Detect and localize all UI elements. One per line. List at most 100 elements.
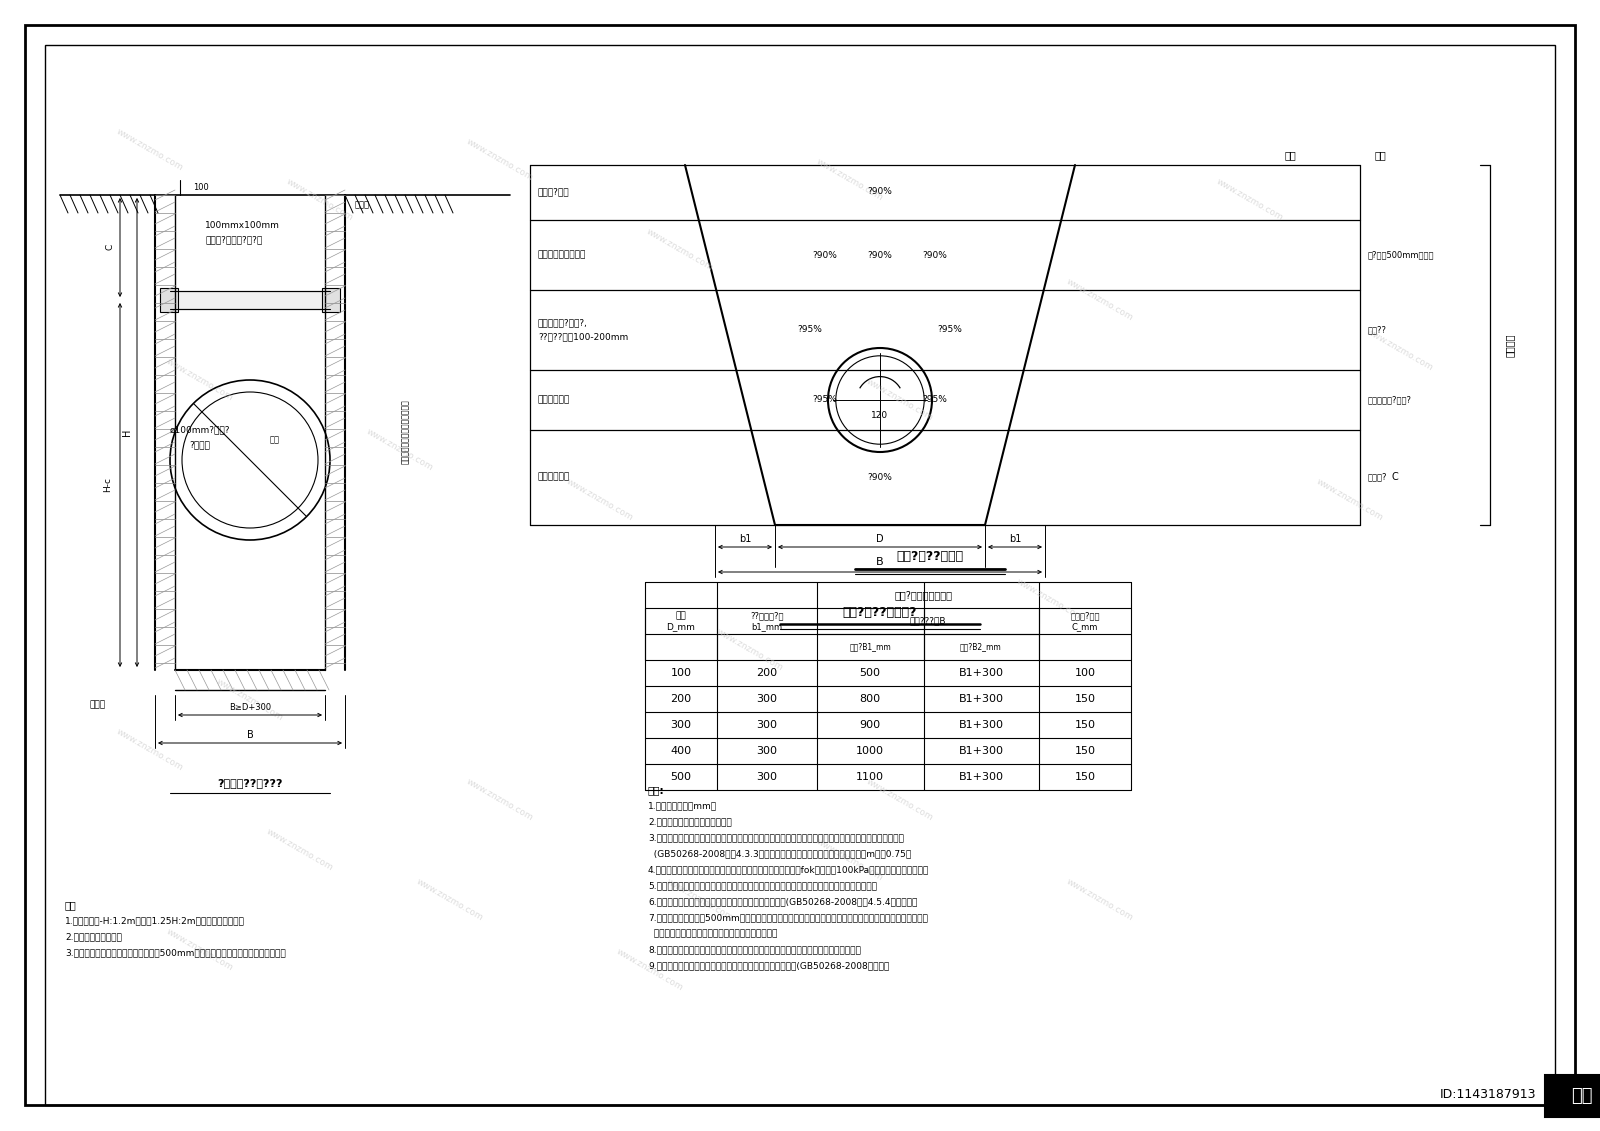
Bar [160, 288, 178, 312]
Text: www.znzmo.com: www.znzmo.com [115, 127, 186, 173]
Text: 100: 100 [670, 668, 691, 677]
Text: D: D [877, 534, 883, 544]
Text: 1.截槽按照土-H:1.2m不划拟1.25H:2m对应地槽边坡开挖。: 1.截槽按照土-H:1.2m不划拟1.25H:2m对应地槽边坡开挖。 [66, 916, 245, 925]
Text: www.znzmo.com: www.znzmo.com [266, 827, 334, 873]
Text: 地面: 地面 [1285, 150, 1296, 159]
Text: b1: b1 [1010, 534, 1021, 544]
Text: ?土板支??槽???: ?土板支??槽??? [218, 778, 283, 788]
Text: 100: 100 [194, 182, 208, 191]
Text: H-c: H-c [104, 477, 112, 492]
Text: 150: 150 [1075, 694, 1096, 703]
Text: www.znzmo.com: www.znzmo.com [614, 947, 685, 993]
Text: 说明:: 说明: [648, 785, 664, 795]
Text: 中、粗砂分?回填?,: 中、粗砂分?回填?, [538, 319, 587, 328]
Text: www.znzmo.com: www.znzmo.com [866, 777, 934, 823]
Text: 管道??: 管道?? [1368, 326, 1387, 335]
Text: ?90%: ?90% [867, 473, 893, 482]
Text: 中、粗砂回填: 中、粗砂回填 [538, 473, 570, 482]
Text: B1+300: B1+300 [958, 694, 1003, 703]
Text: 无支?B1_mm: 无支?B1_mm [850, 642, 891, 651]
Text: B1+300: B1+300 [958, 720, 1003, 729]
Text: www.znzmo.com: www.znzmo.com [645, 227, 715, 273]
Text: 处面: 处面 [1374, 150, 1386, 159]
Text: 7.管道两侧和管顶以上500mm范围内的回填材料，应由沟槽两侧对称压入槽内，不得直接将材料倒在管道上；: 7.管道两侧和管顶以上500mm范围内的回填材料，应由沟槽两侧对称压入槽内，不得… [648, 914, 928, 923]
Text: 2.虚线照明最地槽线。: 2.虚线照明最地槽线。 [66, 932, 122, 941]
Text: 500: 500 [859, 668, 880, 677]
Text: ?95%: ?95% [797, 326, 822, 335]
Text: www.znzmo.com: www.znzmo.com [666, 878, 734, 923]
Text: www.znzmo.com: www.znzmo.com [414, 878, 485, 923]
Text: 400: 400 [670, 746, 691, 756]
Text: ?90%: ?90% [923, 250, 947, 259]
Text: 注：: 注： [66, 900, 77, 910]
Text: B: B [246, 729, 253, 740]
Text: 管道: 管道 [270, 435, 280, 444]
Text: 3.沟槽开挖边坡坡度应根据地质条件、管道规格安装条件等情况，按《给水排水管道工程施工及验收规范》: 3.沟槽开挖边坡坡度应根据地质条件、管道规格安装条件等情况，按《给水排水管道工程… [648, 834, 904, 843]
Text: www.znzmo.com: www.znzmo.com [1066, 277, 1134, 322]
Text: 150: 150 [1075, 772, 1096, 782]
Text: www.znzmo.com: www.znzmo.com [285, 178, 355, 223]
Text: b1: b1 [739, 534, 750, 544]
Text: B≥D+300: B≥D+300 [229, 702, 270, 711]
Text: ?90%: ?90% [813, 250, 837, 259]
Text: 底部???度B: 底部???度B [910, 616, 946, 625]
Text: 管道?槽??及回填?: 管道?槽??及回填? [843, 605, 917, 619]
Text: 200: 200 [670, 694, 691, 703]
Text: www.znzmo.com: www.znzmo.com [1066, 878, 1134, 923]
Text: www.znzmo.com: www.znzmo.com [814, 157, 885, 202]
Text: C: C [1392, 472, 1398, 482]
Text: www.znzmo.com: www.znzmo.com [115, 727, 186, 772]
Text: 原土分?回填: 原土分?回填 [538, 188, 570, 197]
Text: www.znzmo.com: www.znzmo.com [165, 357, 235, 403]
Text: 1.本图尺寸单位为mm。: 1.本图尺寸单位为mm。 [648, 802, 717, 811]
Text: ?95%: ?95% [938, 326, 963, 335]
Text: 200: 200 [757, 668, 778, 677]
Bar [322, 288, 339, 312]
Text: www.znzmo.com: www.znzmo.com [1014, 577, 1085, 623]
Text: H: H [122, 429, 131, 435]
Text: www.znzmo.com: www.znzmo.com [214, 677, 285, 723]
Text: 1000: 1000 [856, 746, 883, 756]
Text: www.znzmo.com: www.znzmo.com [715, 628, 786, 673]
Text: B1+300: B1+300 [958, 668, 1003, 677]
Text: ??工作面?宽
b1_mm: ??工作面?宽 b1_mm [750, 611, 784, 631]
Text: 500: 500 [670, 772, 691, 782]
Text: ID:1143187913: ID:1143187913 [1440, 1088, 1536, 1102]
Text: 金属?管道及塑料管道: 金属?管道及塑料管道 [894, 590, 954, 601]
Text: 有支?B2_mm: 有支?B2_mm [960, 642, 1002, 651]
Text: www.znzmo.com: www.znzmo.com [165, 927, 235, 973]
Text: ?90%: ?90% [867, 188, 893, 197]
Text: 9.其余做法及要求依据《给水排水管道工程施工及验收规范》(GB50268-2008）执行。: 9.其余做法及要求依据《给水排水管道工程施工及验收规范》(GB50268-200… [648, 961, 890, 970]
Text: 管底基?: 管底基? [1368, 473, 1387, 482]
Text: 8.带道处于硬路下时，管顶以上应走路面道路结构层，还应满足道路工程三期结构要求。: 8.带道处于硬路下时，管顶以上应走路面道路结构层，还应满足道路工程三期结构要求。 [648, 946, 861, 955]
Text: 管?以上500mm范围内: 管?以上500mm范围内 [1368, 250, 1435, 259]
Text: www.znzmo.com: www.znzmo.com [1315, 477, 1386, 523]
Text: www.znzmo.com: www.znzmo.com [565, 477, 635, 523]
Text: ?95%: ?95% [813, 396, 837, 405]
Text: 100mmx100mm: 100mmx100mm [205, 221, 280, 230]
Text: 300: 300 [757, 746, 778, 756]
Text: www.znzmo.com: www.znzmo.com [365, 428, 435, 473]
Text: C: C [106, 244, 115, 250]
Text: 管道?槽??尺寸表: 管道?槽??尺寸表 [896, 551, 963, 563]
Text: www.znzmo.com: www.znzmo.com [814, 837, 885, 883]
Text: ?95%: ?95% [923, 396, 947, 405]
Text: 6.回填材料应符合《给水排水管道工程施工及验收规范》(GB50268-2008）第4.5.4条的规定。: 6.回填材料应符合《给水排水管道工程施工及验收规范》(GB50268-2008）… [648, 898, 917, 907]
Text: B1+300: B1+300 [958, 746, 1003, 756]
Text: www.znzmo.com: www.znzmo.com [466, 777, 534, 823]
Bar [170, 291, 330, 309]
Text: 管道底层为连用层底到到示范管: 管道底层为连用层底到到示范管 [400, 399, 410, 465]
Text: 300: 300 [670, 720, 691, 729]
Text: 挡土墙: 挡土墙 [90, 700, 106, 709]
Text: 管顶及地部分时，应均匀压入槽内，不得集中填入。: 管顶及地部分时，应均匀压入槽内，不得集中填入。 [648, 930, 778, 939]
Text: 5.管道沟槽回填时，沟槽内碎、石、木块等杂物清空干净；沟槽内不得有积水；不得带水压填。: 5.管道沟槽回填时，沟槽内碎、石、木块等杂物清空干净；沟槽内不得有积水；不得带水… [648, 881, 877, 890]
Text: 木方模?，与木?板?串: 木方模?，与木?板?串 [205, 235, 262, 244]
Text: 150: 150 [1075, 720, 1096, 729]
Text: 符合要求的原土回填: 符合要求的原土回填 [538, 250, 586, 259]
Text: 1100: 1100 [856, 772, 883, 782]
Text: 管底基?厚度
C_mm: 管底基?厚度 C_mm [1070, 611, 1099, 631]
Text: 100: 100 [1075, 668, 1096, 677]
Text: 900: 900 [859, 720, 880, 729]
Text: ø100mm?木支?: ø100mm?木支? [170, 425, 230, 434]
Text: (GB50268-2008）第4.3.3条的规定选用。由于断无相关资料，边坡系数m暂取0.75。: (GB50268-2008）第4.3.3条的规定选用。由于断无相关资料，边坡系数… [648, 849, 912, 858]
